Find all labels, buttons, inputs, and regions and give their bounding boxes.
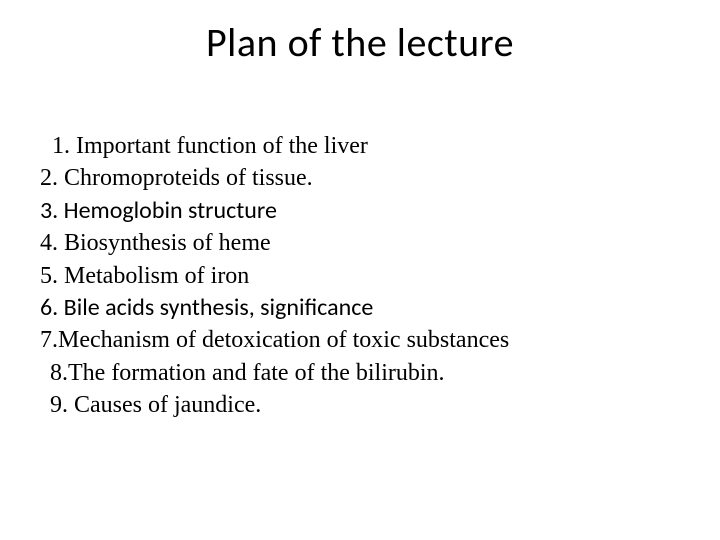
list-item: 4. Biosynthesis of heme	[40, 227, 680, 259]
lecture-plan-list: 1. Important function of the liver 2. Ch…	[40, 130, 680, 422]
slide: Plan of the lecture 1. Important functio…	[0, 0, 720, 540]
list-item: 9. Causes of jaundice.	[40, 389, 680, 421]
list-item: 6. Bile acids synthesis, significance	[40, 292, 680, 324]
list-item: 2. Chromoproteids of tissue.	[40, 162, 680, 194]
list-item: 3. Hemoglobin structure	[40, 195, 680, 227]
list-item: 5. Metabolism of iron	[40, 260, 680, 292]
list-item: 1. Important function of the liver	[40, 130, 680, 162]
list-item: 8.The formation and fate of the bilirubi…	[40, 357, 680, 389]
slide-title: Plan of the lecture	[0, 18, 720, 67]
list-item: 7.Mechanism of detoxication of toxic sub…	[40, 324, 680, 356]
